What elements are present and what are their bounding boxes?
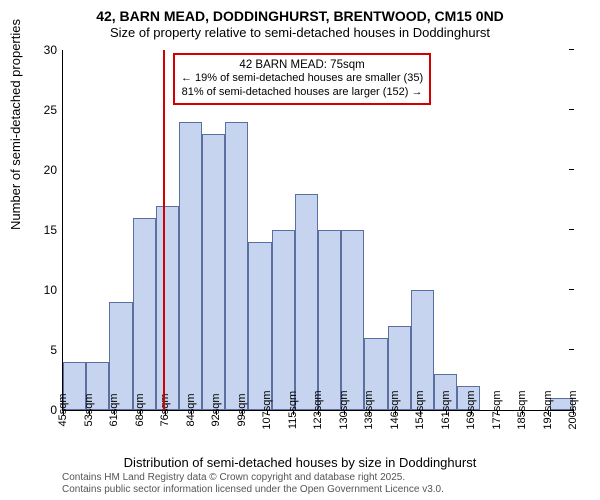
x-tick-label: 68sqm [134, 393, 146, 426]
x-tick-label: 130sqm [338, 390, 350, 429]
histogram-bar [318, 230, 341, 410]
chart-container: 42, BARN MEAD, DODDINGHURST, BRENTWOOD, … [0, 0, 600, 500]
reference-line [163, 50, 165, 410]
histogram-bar [272, 230, 295, 410]
y-tick-mark [569, 169, 574, 170]
x-tick-label: 76sqm [159, 393, 171, 426]
x-tick-label: 99sqm [236, 393, 248, 426]
x-tick-label: 45sqm [57, 393, 69, 426]
callout-line-3: 81% of semi-detached houses are larger (… [181, 86, 423, 100]
y-tick-label: 20 [44, 163, 63, 177]
chart-title: 42, BARN MEAD, DODDINGHURST, BRENTWOOD, … [0, 0, 600, 25]
y-tick-mark [569, 109, 574, 110]
histogram-bar [202, 134, 225, 410]
callout-box: 42 BARN MEAD: 75sqm← 19% of semi-detache… [173, 53, 431, 105]
x-tick-label: 146sqm [389, 390, 401, 429]
x-tick-label: 161sqm [440, 390, 452, 429]
y-tick-label: 10 [44, 283, 63, 297]
histogram-bar [295, 194, 318, 410]
x-tick-label: 123sqm [312, 390, 324, 429]
callout-line-1: 42 BARN MEAD: 75sqm [181, 58, 423, 72]
histogram-bar [156, 206, 179, 410]
histogram-bar [248, 242, 271, 410]
x-tick-label: 200sqm [567, 390, 579, 429]
x-tick-label: 115sqm [287, 391, 299, 429]
x-tick-label: 107sqm [261, 390, 273, 429]
y-tick-mark [569, 349, 574, 350]
x-axis-label: Distribution of semi-detached houses by … [0, 455, 600, 470]
x-tick-label: 92sqm [210, 393, 222, 426]
histogram-bar [133, 218, 156, 410]
x-tick-label: 138sqm [363, 390, 375, 429]
x-tick-label: 53sqm [83, 393, 95, 426]
y-tick-label: 5 [50, 343, 63, 357]
y-axis-label: Number of semi-detached properties [8, 19, 23, 230]
x-tick-label: 84sqm [185, 393, 197, 426]
x-tick-label: 177sqm [491, 390, 503, 429]
y-tick-label: 30 [44, 43, 63, 57]
x-tick-label: 154sqm [414, 390, 426, 429]
y-tick-label: 25 [44, 103, 63, 117]
x-tick-label: 169sqm [465, 390, 477, 429]
y-tick-mark [569, 49, 574, 50]
footer-line-1: Contains HM Land Registry data © Crown c… [62, 472, 444, 484]
y-tick-mark [569, 289, 574, 290]
y-tick-label: 15 [44, 223, 63, 237]
x-tick-label: 185sqm [516, 390, 528, 429]
footer-attribution: Contains HM Land Registry data © Crown c… [62, 472, 444, 496]
x-tick-label: 192sqm [542, 390, 554, 429]
histogram-bar [179, 122, 202, 410]
y-tick-mark [569, 229, 574, 230]
histogram-bar [341, 230, 364, 410]
histogram-bar [225, 122, 248, 410]
chart-subtitle: Size of property relative to semi-detach… [0, 25, 600, 45]
x-tick-label: 61sqm [108, 393, 120, 426]
footer-line-2: Contains public sector information licen… [62, 484, 444, 496]
plot-area: 05101520253045sqm53sqm61sqm68sqm76sqm84s… [62, 50, 573, 411]
callout-line-2: ← 19% of semi-detached houses are smalle… [181, 72, 423, 86]
